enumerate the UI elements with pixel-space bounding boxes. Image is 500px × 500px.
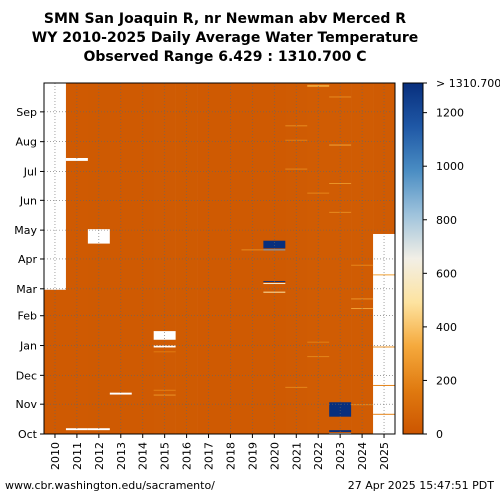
year-column-2020 bbox=[263, 83, 286, 434]
anomaly-2023-17 bbox=[329, 402, 352, 417]
x-tick-label-2021: 2021 bbox=[290, 442, 303, 470]
y-axis-ticks: Oct Nov Dec Jan Feb Mar Apr May Jun Jul Aug Sep bbox=[14, 106, 44, 441]
anomaly-2021-9 bbox=[285, 386, 308, 388]
anomaly-2022-16 bbox=[307, 192, 330, 194]
x-tick-label-2013: 2013 bbox=[115, 442, 128, 470]
y-tick-label-jul: Jul bbox=[23, 165, 37, 178]
anomaly-2024-26 bbox=[351, 264, 374, 266]
year-column-2015 bbox=[153, 83, 176, 434]
footer-source: www.cbr.washington.edu/sacramento/ bbox=[5, 479, 215, 492]
x-axis-ticks: 2010 2011 2012 2013 2014 2015 2016 2017 2018 2019… bbox=[49, 434, 391, 470]
x-tick-label-2015: 2015 bbox=[159, 442, 172, 470]
year-column-2019 bbox=[241, 83, 264, 434]
year-column-2023 bbox=[329, 83, 352, 434]
anomaly-2020-7 bbox=[263, 283, 286, 285]
anomaly-2023-20 bbox=[329, 144, 352, 146]
colorbar-tick-label-600: 600 bbox=[436, 267, 457, 280]
chart-title: SMN San Joaquin R, nr Newman abv Merced … bbox=[0, 10, 450, 67]
y-tick-label-feb: Feb bbox=[18, 310, 37, 323]
year-column-2021 bbox=[285, 83, 308, 434]
anomaly-2015-1 bbox=[153, 389, 176, 391]
anomaly-2025-29 bbox=[373, 346, 395, 348]
x-tick-label-2010: 2010 bbox=[49, 442, 62, 470]
year-column-2014 bbox=[131, 83, 154, 434]
anomaly-2022-15 bbox=[307, 341, 330, 343]
year-column-2018 bbox=[219, 83, 242, 434]
colorbar-ticks: 0 200 400 600 800 1000 1200 bbox=[423, 82, 464, 441]
anomaly-2022-13 bbox=[307, 84, 330, 87]
anomaly-2021-10 bbox=[285, 168, 308, 170]
year-column-2011 bbox=[65, 83, 89, 434]
missing-2025-8 bbox=[373, 233, 395, 434]
y-tick-label-dec: Dec bbox=[16, 369, 37, 382]
title-line-1: SMN San Joaquin R, nr Newman abv Merced … bbox=[43, 11, 407, 27]
year-column-2012 bbox=[87, 83, 111, 434]
anomaly-2024-25 bbox=[351, 298, 374, 300]
anomaly-2025-28 bbox=[373, 274, 395, 276]
missing-2011-1 bbox=[65, 428, 88, 431]
anomaly-2023-21 bbox=[329, 183, 352, 185]
x-tick-label-2020: 2020 bbox=[268, 442, 281, 470]
anomaly-2025-30 bbox=[373, 384, 395, 386]
x-tick-label-2019: 2019 bbox=[246, 442, 259, 470]
missing-2010-0 bbox=[44, 83, 66, 290]
colorbar-tick-label-200: 200 bbox=[436, 374, 457, 387]
y-tick-label-aug: Aug bbox=[16, 136, 37, 149]
colorbar-top-label: > 1310.700 bbox=[436, 77, 500, 90]
y-tick-label-jun: Jun bbox=[19, 194, 37, 207]
colorbar bbox=[402, 82, 424, 435]
x-tick-label-2024: 2024 bbox=[356, 442, 369, 470]
x-tick-label-2023: 2023 bbox=[334, 442, 347, 470]
colorbar-tick-label-800: 800 bbox=[436, 214, 457, 227]
x-tick-label-2022: 2022 bbox=[312, 442, 325, 470]
y-tick-label-nov: Nov bbox=[16, 398, 38, 411]
anomaly-2023-23 bbox=[329, 96, 352, 98]
colorbar-tick-label-400: 400 bbox=[436, 321, 457, 334]
missing-2013-5 bbox=[109, 392, 132, 395]
anomaly-2025-31 bbox=[373, 413, 395, 415]
x-tick-label-2025: 2025 bbox=[378, 442, 391, 470]
year-column-2024 bbox=[351, 83, 374, 434]
y-tick-label-may: May bbox=[14, 224, 37, 237]
anomaly-2020-4 bbox=[263, 240, 286, 249]
year-column-2022 bbox=[307, 83, 330, 434]
anomaly-2020-8 bbox=[263, 291, 286, 293]
colorbar-tick-label-1000: 1000 bbox=[436, 160, 464, 173]
title-line-2: WY 2010-2025 Daily Average Water Tempera… bbox=[31, 30, 419, 46]
missing-2011-2 bbox=[65, 158, 88, 161]
year-column-2017 bbox=[197, 83, 220, 434]
anomaly-2020-5 bbox=[263, 249, 286, 251]
x-tick-label-2011: 2011 bbox=[71, 442, 84, 470]
missing-2012-3 bbox=[87, 428, 110, 431]
y-tick-label-mar: Mar bbox=[16, 283, 37, 296]
x-tick-label-2017: 2017 bbox=[203, 442, 216, 470]
title-line-3: Observed Range 6.429 : 1310.700 C bbox=[83, 49, 367, 65]
year-column-2013 bbox=[109, 83, 133, 434]
year-column-2016 bbox=[175, 83, 198, 434]
anomaly-2015-2 bbox=[153, 351, 176, 353]
x-tick-label-2014: 2014 bbox=[137, 442, 150, 470]
colorbar-tick-label-1200: 1200 bbox=[436, 107, 464, 120]
footer-timestamp: 27 Apr 2025 15:47:51 PDT bbox=[347, 479, 494, 492]
anomaly-2019-3 bbox=[241, 249, 264, 251]
heatmap-cells bbox=[44, 83, 396, 434]
y-tick-label-jan: Jan bbox=[19, 340, 37, 353]
y-tick-label-apr: Apr bbox=[18, 253, 38, 266]
x-tick-label-2018: 2018 bbox=[224, 442, 237, 470]
colorbar-tick-label-0: 0 bbox=[436, 428, 443, 441]
x-tick-label-2016: 2016 bbox=[181, 442, 194, 470]
x-tick-label-2012: 2012 bbox=[93, 442, 106, 470]
y-tick-label-oct: Oct bbox=[18, 428, 38, 441]
missing-2015-7 bbox=[153, 345, 176, 348]
y-tick-label-sep: Sep bbox=[16, 106, 37, 119]
